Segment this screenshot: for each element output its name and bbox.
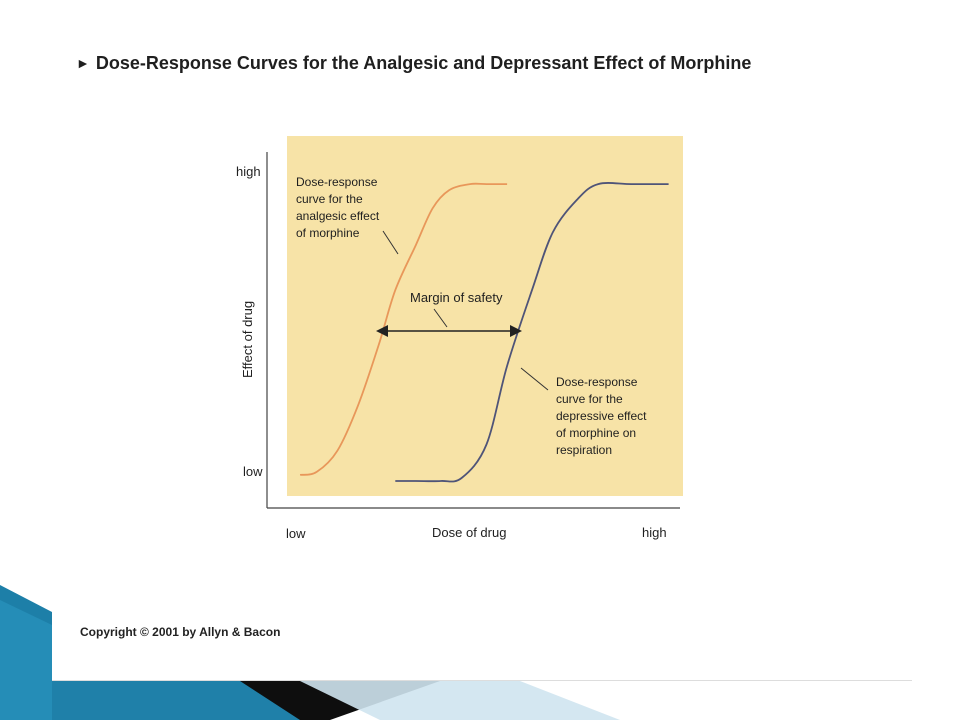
annotation-line: curve for the — [556, 392, 623, 406]
analgesic-curve — [299, 182, 508, 476]
x-tick-label-low: low — [286, 526, 306, 541]
depressive-annotation-leader — [520, 367, 549, 391]
annotation-analgesic-curve: Dose-response curve for the analgesic ef… — [296, 175, 383, 240]
y-axis-label: Effect of drug — [240, 301, 255, 378]
bottom-blue-stripe — [52, 681, 300, 720]
slide-bottom-edge — [52, 680, 912, 681]
y-tick-label-high: high — [236, 164, 261, 179]
annotation-line: respiration — [556, 443, 612, 457]
left-blue-stripe-light — [0, 600, 52, 720]
chart-panel-background — [287, 136, 683, 496]
x-axis-label: Dose of drug — [432, 525, 506, 540]
margin-annotation-leader — [433, 308, 448, 328]
annotation-line: of morphine — [296, 226, 360, 240]
slide-title: ► Dose-Response Curves for the Analgesic … — [76, 53, 751, 74]
annotation-line: Dose-response — [556, 375, 638, 389]
annotation-line: Dose-response — [296, 175, 378, 189]
annotation-margin-of-safety: Margin of safety — [410, 290, 503, 305]
annotation-line: depressive effect — [556, 409, 647, 423]
copyright-notice: Copyright © 2001 by Allyn & Bacon — [80, 625, 281, 639]
slide-title-text: Dose-Response Curves for the Analgesic a… — [95, 53, 752, 73]
y-tick-label-low: low — [243, 464, 263, 479]
x-tick-label-high: high — [642, 525, 667, 540]
annotation-line: of morphine on — [556, 426, 636, 440]
analgesic-annotation-leader — [382, 230, 399, 255]
margin-arrowhead-left — [376, 325, 388, 337]
annotation-line: analgesic effect — [296, 209, 380, 223]
depressive-curve — [395, 182, 669, 483]
right-triangle-bullet-icon: ► — [76, 55, 90, 71]
annotation-line: curve for the — [296, 192, 363, 206]
bottom-light-stripe — [300, 681, 620, 720]
margin-arrowhead-right — [510, 325, 522, 337]
annotation-depressive-curve: Dose-response curve for the depressive e… — [556, 375, 650, 457]
